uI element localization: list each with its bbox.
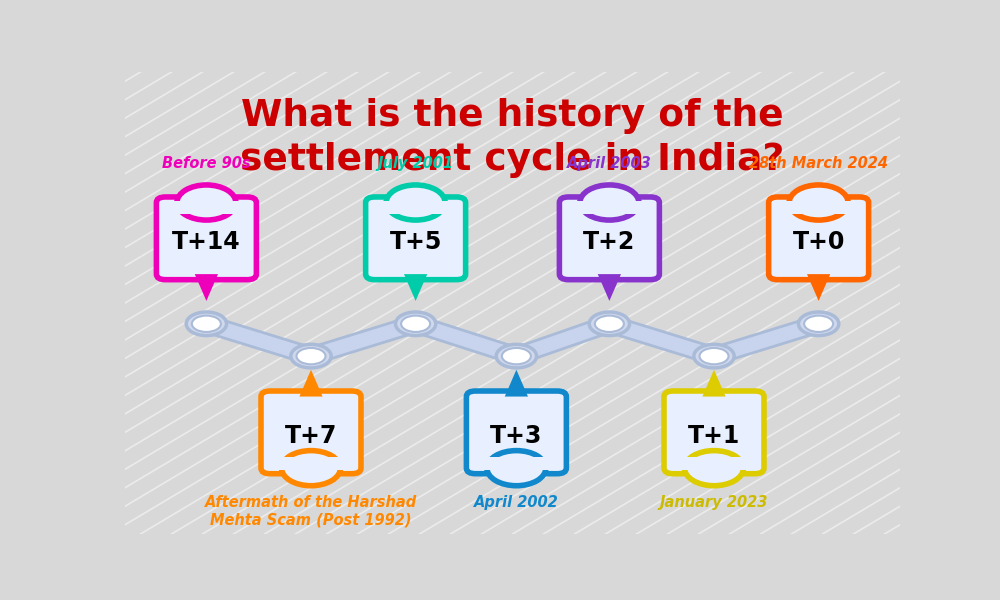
Polygon shape bbox=[807, 274, 830, 301]
Circle shape bbox=[487, 451, 546, 486]
Text: T+0: T+0 bbox=[792, 230, 845, 254]
FancyBboxPatch shape bbox=[466, 391, 566, 474]
Text: Aftermath of the Harshad
Mehta Scam (Post 1992): Aftermath of the Harshad Mehta Scam (Pos… bbox=[205, 495, 417, 527]
Ellipse shape bbox=[186, 312, 227, 335]
Ellipse shape bbox=[694, 344, 734, 368]
Ellipse shape bbox=[395, 312, 436, 335]
Text: April 2003: April 2003 bbox=[567, 157, 652, 172]
Polygon shape bbox=[505, 370, 528, 397]
Circle shape bbox=[282, 451, 340, 486]
Polygon shape bbox=[299, 370, 323, 397]
Polygon shape bbox=[195, 274, 218, 301]
FancyBboxPatch shape bbox=[167, 201, 246, 214]
FancyBboxPatch shape bbox=[366, 197, 466, 280]
Ellipse shape bbox=[804, 316, 833, 332]
FancyBboxPatch shape bbox=[664, 391, 764, 474]
FancyBboxPatch shape bbox=[272, 457, 350, 470]
Ellipse shape bbox=[595, 316, 624, 332]
Ellipse shape bbox=[296, 348, 326, 364]
Text: April 2002: April 2002 bbox=[474, 495, 559, 510]
FancyBboxPatch shape bbox=[779, 201, 858, 214]
Text: Before 90s: Before 90s bbox=[162, 157, 251, 172]
Circle shape bbox=[386, 185, 445, 220]
Text: T+5: T+5 bbox=[389, 230, 442, 254]
FancyBboxPatch shape bbox=[769, 197, 869, 280]
Polygon shape bbox=[598, 274, 621, 301]
Text: T+14: T+14 bbox=[172, 230, 241, 254]
Text: 28th March 2024: 28th March 2024 bbox=[749, 157, 888, 172]
Ellipse shape bbox=[192, 316, 221, 332]
FancyBboxPatch shape bbox=[570, 201, 649, 214]
Ellipse shape bbox=[496, 344, 537, 368]
FancyBboxPatch shape bbox=[261, 391, 361, 474]
FancyBboxPatch shape bbox=[559, 197, 659, 280]
Ellipse shape bbox=[589, 312, 630, 335]
FancyBboxPatch shape bbox=[675, 457, 753, 470]
Circle shape bbox=[177, 185, 236, 220]
Text: T+7: T+7 bbox=[285, 424, 337, 448]
Ellipse shape bbox=[798, 312, 839, 335]
Circle shape bbox=[685, 451, 743, 486]
Ellipse shape bbox=[699, 348, 729, 364]
Polygon shape bbox=[404, 274, 427, 301]
Text: What is the history of the: What is the history of the bbox=[241, 98, 784, 134]
Text: July 2001: July 2001 bbox=[378, 157, 454, 172]
Text: T+1: T+1 bbox=[688, 424, 740, 448]
Text: T+3: T+3 bbox=[490, 424, 543, 448]
Ellipse shape bbox=[502, 348, 531, 364]
FancyBboxPatch shape bbox=[376, 201, 455, 214]
Circle shape bbox=[789, 185, 848, 220]
Polygon shape bbox=[702, 370, 726, 397]
Text: T+2: T+2 bbox=[583, 230, 636, 254]
Text: settlement cycle in India?: settlement cycle in India? bbox=[240, 142, 785, 178]
FancyBboxPatch shape bbox=[477, 457, 556, 470]
FancyBboxPatch shape bbox=[156, 197, 256, 280]
Ellipse shape bbox=[401, 316, 430, 332]
Ellipse shape bbox=[291, 344, 331, 368]
Circle shape bbox=[580, 185, 639, 220]
Text: January 2023: January 2023 bbox=[660, 495, 768, 510]
